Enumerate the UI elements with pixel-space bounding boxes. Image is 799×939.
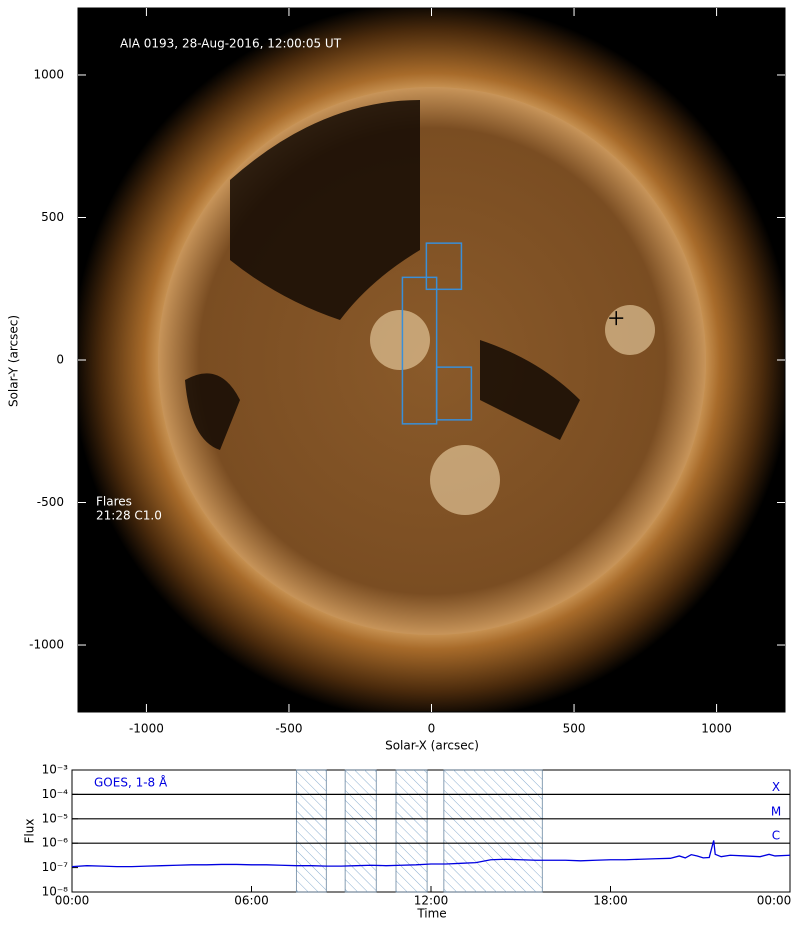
active-region: [370, 310, 430, 370]
x-tick-label: 0: [428, 722, 436, 736]
y-tick-label: 1000: [33, 67, 64, 81]
y-axis-label: Solar-Y (arcsec): [7, 315, 21, 407]
x-tick-label: 18:00: [593, 894, 628, 908]
x-tick-label: 12:00: [414, 894, 449, 908]
flux-line: [71, 840, 791, 868]
interval: [295, 769, 327, 893]
y-tick-label: 10⁻⁷: [42, 860, 69, 874]
annotation: Flares: [96, 495, 132, 509]
y-tick-label: 10⁻⁸: [42, 885, 69, 899]
solar-image: [78, 8, 785, 712]
class-label: C: [772, 829, 780, 843]
y-tick-label: 10⁻⁶: [42, 836, 69, 850]
class-label: X: [772, 780, 780, 794]
coronal-hole: [230, 100, 420, 320]
marker: [609, 311, 624, 326]
y-tick-label: -500: [37, 495, 64, 509]
y-tick-label: 10⁻³: [42, 763, 69, 777]
y-tick-label: 10⁻⁴: [42, 787, 69, 801]
class-label: M: [771, 804, 781, 818]
x-axis-label: Time: [416, 907, 446, 921]
interval: [443, 769, 543, 893]
y-tick-label: 500: [41, 210, 64, 224]
coronal-hole: [185, 373, 240, 450]
x-tick-label: -1000: [129, 722, 164, 736]
solar-disk: [158, 87, 706, 635]
y-tick-label: -1000: [29, 638, 64, 652]
image-title: AIA 0193, 28-Aug-2016, 12:00:05 UT: [120, 37, 342, 51]
x-tick-label: 00:00: [55, 894, 90, 908]
active-region: [430, 445, 500, 515]
x-axis-label: Solar-X (arcsec): [385, 739, 479, 753]
goes-frame: [71, 769, 791, 893]
x-tick-label: 00:00: [757, 894, 792, 908]
annotation: 21:28 C1.0: [96, 509, 162, 523]
region-box: [401, 276, 438, 425]
y-tick-label: 10⁻⁵: [42, 811, 69, 825]
y-axis-label: Flux: [23, 819, 37, 844]
legend-entry: GOES, 1-8 Å: [94, 775, 168, 790]
region-box: [435, 366, 473, 421]
x-tick-label: 500: [563, 722, 586, 736]
x-tick-label: -500: [275, 722, 302, 736]
x-tick-label: 1000: [701, 722, 732, 736]
interval: [344, 769, 377, 893]
y-tick-label: 0: [56, 353, 64, 367]
interval: [395, 769, 428, 893]
region-box: [425, 242, 463, 291]
coronal-hole: [480, 340, 580, 440]
active-region: [605, 305, 655, 355]
x-tick-label: 06:00: [234, 894, 269, 908]
